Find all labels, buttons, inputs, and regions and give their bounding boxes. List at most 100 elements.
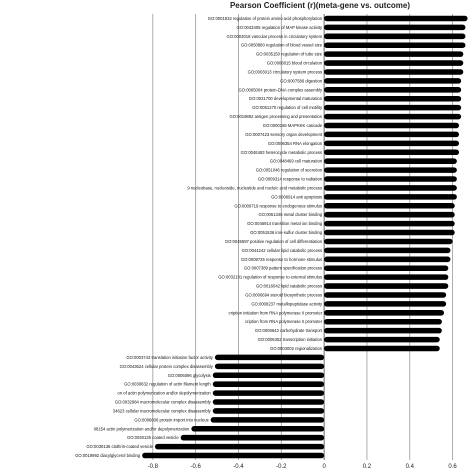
bar — [142, 452, 325, 459]
bar — [324, 327, 442, 334]
category-label: GO:0051346 metal cluster binding — [259, 212, 323, 217]
bar — [324, 274, 449, 280]
category-label: GO:0003743 translation initiation factor… — [126, 355, 213, 360]
category-label: GO:0008237 metallopeptidase activity — [251, 301, 323, 306]
x-tick-label: -0.8 — [148, 464, 159, 470]
bar — [324, 265, 449, 271]
x-tick-label: -0.4 — [233, 464, 244, 470]
category-label: GO:0043624 cellular protein complex disa… — [120, 364, 214, 369]
bar — [324, 131, 460, 138]
category-label: GO:0021700 developmental maturation — [249, 96, 323, 101]
bar — [324, 15, 468, 22]
bar — [324, 318, 442, 325]
bar — [324, 301, 447, 307]
category-label: GO:0003002 regionalization — [270, 346, 323, 351]
category-label: GO:0007586 digestion — [280, 78, 323, 83]
category-label: GO:0046483 heterocycle metabolic process — [241, 150, 322, 155]
bar — [324, 238, 453, 245]
category-label: GO:0006096 glycolysis — [168, 373, 211, 378]
category-label: GO:0003013 circulatory system process — [248, 69, 322, 74]
category-label: GO:0048469 cell maturation — [270, 159, 323, 164]
x-tick-label: 0.2 — [363, 464, 372, 470]
category-labels: GO:0001932 regulation of protein amino a… — [75, 16, 323, 458]
bar — [324, 345, 440, 352]
category-label: GO:0044242 cellular lipid catabolic proc… — [242, 248, 323, 253]
category-label: 9 nucleobase, nucleoside, nucleotide and… — [187, 185, 322, 190]
category-label: GO:0006606 protein import into nucleus — [134, 417, 208, 422]
category-label: GO:0006914 anti apoptosis — [271, 194, 322, 199]
bar — [324, 69, 464, 75]
x-tick-labels: -0.8 -0.6 -0.4 -0.2 0 0.2 0.4 0.6 — [148, 464, 458, 470]
category-label: GO:0030136 clathrin-coated vesicle — [86, 444, 153, 449]
x-tick-label: 0.4 — [406, 464, 415, 470]
category-label: 08154 actin polymerization and/or depoly… — [94, 426, 190, 431]
category-label: GO:0032984 macromolecular complex disass… — [115, 400, 212, 405]
bar — [324, 60, 464, 66]
category-label: cription from RNA polymerase II promoter — [245, 319, 323, 324]
category-label: 34623 cellular macromolecular complex di… — [113, 408, 212, 413]
chart-title: Pearson Coefficient (r)(meta-gene vs. ou… — [230, 1, 410, 10]
category-label: GO:0019992 diacylglycerol binding — [75, 453, 141, 458]
bar — [212, 408, 325, 414]
bar — [324, 51, 464, 57]
category-label: GO:0051270 regulation of cell motility — [252, 105, 323, 110]
bar — [324, 310, 445, 316]
bars — [142, 15, 468, 459]
bar — [324, 194, 457, 200]
bar — [324, 104, 462, 111]
bar — [324, 256, 451, 263]
category-label: on of actin polymerization and/or depoly… — [117, 391, 211, 396]
bar — [324, 229, 455, 236]
category-label: GO:0007423 sensory organ development — [245, 132, 323, 137]
bar — [324, 203, 455, 209]
bar — [324, 78, 462, 84]
category-label: GO:0030832 regulation of actin filament … — [124, 382, 211, 387]
bar — [324, 42, 466, 48]
bar — [212, 390, 325, 396]
category-label: GO:0030135 coated vesicle — [127, 435, 179, 440]
x-tick-label: 0.6 — [448, 464, 457, 470]
bar — [212, 381, 325, 387]
bar — [324, 87, 462, 93]
category-label: GO:0032101 regulation of response to ext… — [218, 275, 322, 280]
bar — [324, 220, 455, 227]
bar — [324, 24, 466, 31]
category-label: GO:0065004 protein-DNA complex assembly — [239, 87, 323, 92]
bar — [324, 247, 451, 254]
bar — [214, 363, 325, 370]
bar — [324, 292, 447, 298]
bar — [324, 211, 455, 218]
category-label: GO:0009719 response to endogenous stimul… — [234, 203, 322, 208]
bar — [212, 372, 325, 379]
bar — [324, 95, 462, 102]
category-label: GO:0008643 carbohydrate transport — [255, 328, 323, 333]
bar — [154, 443, 325, 450]
bar — [324, 122, 460, 129]
bar — [324, 158, 457, 164]
category-label: GO:0016042 lipid catabolic process — [256, 284, 322, 289]
bar — [324, 33, 466, 40]
category-label: GO:0006352 transcription initiation — [258, 337, 323, 342]
bar — [180, 434, 325, 441]
category-label: GO:0009314 response to radiation — [258, 177, 323, 182]
bar — [324, 140, 460, 147]
bar — [212, 399, 325, 405]
bar — [214, 354, 325, 361]
category-label: GO:0050880 regulation of blood vessel si… — [241, 43, 323, 48]
x-tick-label: -0.2 — [276, 464, 287, 470]
bar — [324, 167, 457, 173]
x-tick-label: -0.6 — [190, 464, 201, 470]
bar — [324, 283, 449, 289]
category-label: GO:0035150 regulation of tube size — [256, 52, 323, 57]
category-label: GO:0003018 vascular process in circulato… — [226, 34, 322, 39]
bar — [210, 417, 325, 423]
x-tick-label: 0 — [322, 464, 326, 470]
category-label: GO:0009725 response to hormone stimulus — [241, 257, 322, 262]
category-label: GO:0000165 MAPKKK cascade — [263, 123, 323, 128]
category-label: GO:0006694 steroid biosynthetic process — [245, 292, 322, 297]
bar — [324, 336, 440, 343]
category-label: GO:0008015 blood circulation — [267, 61, 323, 66]
category-label: cription initiation from RNA polymerase … — [229, 310, 323, 315]
bar — [324, 113, 462, 120]
